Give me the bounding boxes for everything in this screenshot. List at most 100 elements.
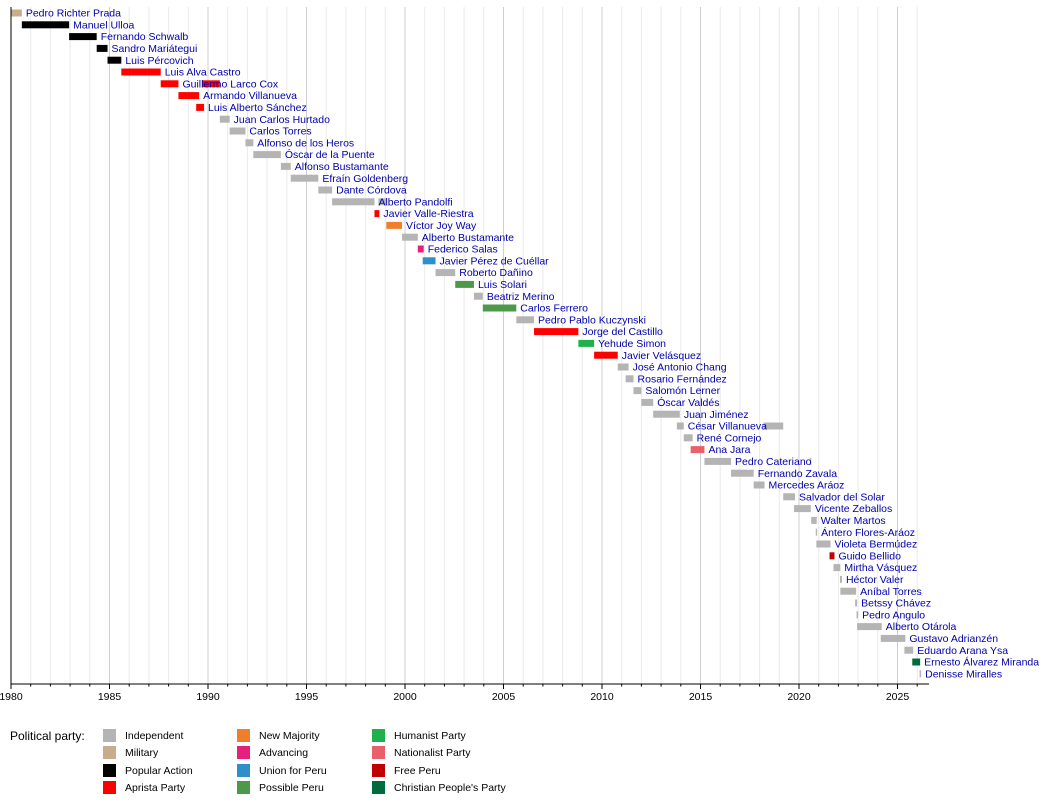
term-bar	[332, 198, 375, 206]
term-bar	[919, 670, 922, 678]
term-label: Javier Pérez de Cuéllar	[440, 255, 550, 267]
legend-swatch	[237, 729, 250, 742]
legend-label: Union for Peru	[259, 764, 327, 777]
term-bar	[473, 292, 483, 300]
term-bar	[811, 516, 817, 524]
term-label: Efraín Goldenberg	[322, 173, 408, 185]
term-label: Luis Alva Castro	[165, 67, 241, 79]
term-bar	[840, 587, 857, 595]
term-label: Carlos Ferrero	[520, 303, 588, 315]
legend-label: Popular Action	[125, 764, 193, 777]
term-bar	[690, 446, 705, 454]
term-bar	[229, 127, 246, 135]
term-bar	[96, 44, 108, 52]
legend-label: Free Peru	[394, 764, 441, 777]
term-bar	[386, 221, 403, 229]
legend-label: Military	[125, 747, 159, 760]
legend-swatch	[103, 729, 116, 742]
term-bar	[641, 398, 654, 406]
term-label: Carlos Torres	[249, 126, 311, 138]
legend-swatch	[372, 729, 385, 742]
term-label: Violeta Bermúdez	[835, 539, 918, 551]
term-bar	[904, 646, 914, 654]
x-tick-label: 2005	[492, 691, 516, 703]
term-label: Vicente Zeballos	[815, 503, 892, 515]
term-label: Aníbal Torres	[860, 586, 922, 598]
term-label: Denisse Miralles	[925, 668, 1002, 680]
x-tick-label: 2025	[886, 691, 910, 703]
legend-swatch	[237, 763, 250, 777]
x-tick-label: 2015	[689, 691, 713, 703]
term-label: Jorge del Castillo	[582, 326, 663, 338]
term-bar	[160, 80, 179, 88]
term-label: Mercedes Aráoz	[769, 480, 845, 492]
legend-swatch	[237, 746, 250, 760]
x-tick-label: 2000	[393, 691, 417, 703]
legend-label: Aprista Party	[125, 781, 186, 794]
term-bars	[11, 9, 922, 678]
term-label: Alberto Pandolfi	[378, 196, 452, 208]
term-bar	[422, 257, 436, 265]
term-bar	[290, 174, 319, 182]
term-bar	[178, 92, 200, 100]
term-bar	[880, 634, 906, 642]
term-label: Sandro Mariátegui	[112, 43, 198, 55]
legend-label: Advancing	[259, 747, 309, 760]
legend-label: Possible Peru	[259, 781, 324, 794]
term-label: Rosario Fernández	[638, 373, 727, 385]
x-tick-label: 1980	[0, 691, 23, 703]
term-bar	[280, 162, 291, 170]
term-label: Pedro Angulo	[862, 609, 925, 621]
x-tick-label: 2010	[590, 691, 614, 703]
term-bar	[417, 245, 424, 253]
x-tick-label: 1990	[196, 691, 220, 703]
term-bar	[594, 351, 618, 359]
term-bar	[809, 457, 812, 465]
legend-label: Nationalist Party	[394, 747, 471, 760]
legend-label: New Majority	[259, 730, 320, 742]
term-label: Salvador del Solar	[799, 491, 885, 503]
term-label: René Cornejo	[697, 432, 762, 444]
term-label: Walter Martos	[821, 515, 886, 527]
term-bar	[676, 422, 684, 430]
legend-label: Christian People's Party	[394, 781, 506, 794]
term-label: Juan Carlos Hurtado	[234, 114, 330, 126]
term-label: Pedro Richter Prada	[26, 8, 121, 20]
term-label: Federico Salas	[428, 244, 498, 256]
term-label: Pedro Pablo Kuczynski	[538, 314, 646, 326]
term-label: Óscar Valdés	[657, 396, 719, 409]
term-bar	[815, 528, 818, 536]
term-label: César Villanueva	[688, 421, 767, 433]
term-bar	[625, 375, 634, 383]
term-label: Pedro Cateriano	[735, 456, 812, 468]
term-bar	[196, 103, 205, 111]
term-bar	[794, 505, 811, 513]
legend-swatch	[372, 780, 385, 794]
term-bar	[839, 575, 842, 583]
term-bar	[833, 564, 841, 572]
term-bar	[21, 21, 70, 29]
term-bar	[253, 151, 281, 159]
term-bar	[245, 139, 254, 147]
legend-swatch	[372, 746, 385, 760]
term-label: Dante Córdova	[336, 185, 407, 197]
term-bar	[653, 410, 680, 418]
term-label: Gustavo Adrianzén	[909, 633, 998, 645]
term-label: Fernando Schwalb	[101, 31, 189, 43]
term-label: Mirtha Vásquez	[844, 562, 917, 574]
term-bar	[402, 233, 418, 241]
term-bar	[121, 68, 161, 76]
legend-label: Humanist Party	[394, 730, 466, 742]
term-label: Alberto Otárola	[886, 621, 957, 633]
term-bar	[633, 387, 642, 395]
term-label: Juan Jiménez	[684, 409, 749, 421]
term-label: Víctor Joy Way	[406, 220, 477, 232]
term-bar	[753, 481, 765, 489]
term-bar	[378, 198, 387, 206]
term-bar	[455, 280, 474, 288]
term-label: Armando Villanueva	[203, 90, 297, 102]
term-label: Manuel Ulloa	[73, 19, 134, 31]
term-bar	[69, 33, 97, 41]
